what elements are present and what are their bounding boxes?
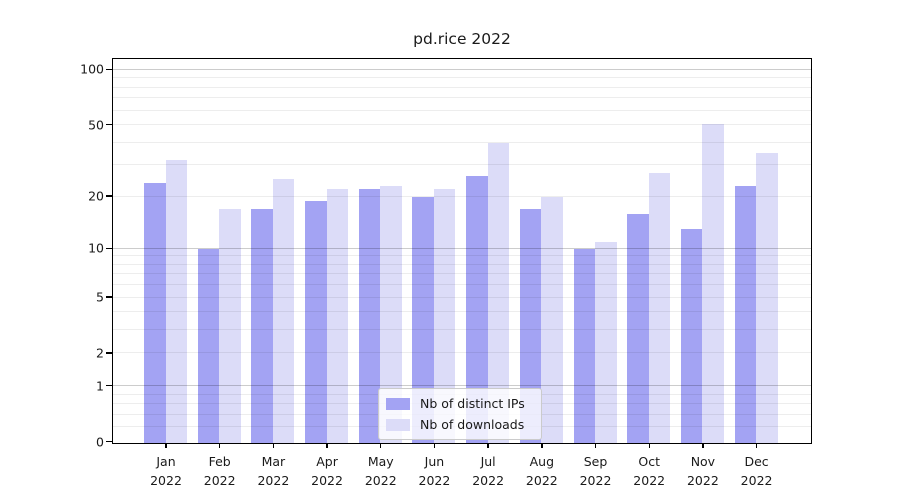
legend-swatch-distinct-ips xyxy=(386,397,410,410)
y-tick-mark xyxy=(106,296,112,298)
bar-distinct-ips xyxy=(466,176,488,443)
major-gridline xyxy=(113,68,811,70)
x-tick-mark xyxy=(433,444,436,448)
chart-title: pd.rice 2022 xyxy=(413,30,511,48)
bar-distinct-ips xyxy=(412,196,434,443)
major-gridline xyxy=(113,247,811,249)
minor-gridline xyxy=(113,329,811,331)
x-tick-mark xyxy=(541,444,543,448)
y-tick-mark xyxy=(106,247,112,249)
minor-gridline xyxy=(113,311,811,313)
minor-gridline xyxy=(113,352,811,354)
y-tick-mark xyxy=(106,384,112,387)
legend-label-downloads: Nb of downloads xyxy=(420,417,525,432)
bar-downloads xyxy=(380,185,402,443)
x-tick-mark xyxy=(702,444,704,448)
x-tick-mark xyxy=(755,444,758,448)
y-tick-label: 10 xyxy=(88,240,104,256)
minor-gridline xyxy=(113,164,811,166)
minor-gridline xyxy=(113,263,811,265)
bar-distinct-ips xyxy=(197,248,220,443)
minor-gridline xyxy=(113,109,811,111)
minor-gridline xyxy=(113,77,811,79)
x-tick-label: Sep 2022 xyxy=(579,454,612,488)
y-tick-label: 1 xyxy=(96,378,104,394)
x-tick-label: Aug 2022 xyxy=(525,454,558,488)
y-tick-mark xyxy=(106,195,112,197)
bar-downloads xyxy=(219,209,241,443)
x-tick-label: May 2022 xyxy=(364,454,397,488)
plot-area xyxy=(112,58,812,444)
x-tick-label: Feb 2022 xyxy=(203,454,236,488)
bar-distinct-ips xyxy=(251,209,273,443)
minor-gridline xyxy=(113,284,811,286)
y-tick-label: 50 xyxy=(88,117,104,133)
minor-gridline xyxy=(113,273,811,275)
bar-downloads xyxy=(433,189,456,443)
x-tick-mark xyxy=(594,444,597,448)
y-tick-mark xyxy=(106,440,112,443)
legend: Nb of distinct IPs Nb of downloads xyxy=(378,388,542,440)
x-tick-label: Apr 2022 xyxy=(311,454,343,488)
bar-downloads xyxy=(272,179,295,443)
bar-downloads xyxy=(487,142,510,443)
y-tick-label: 100 xyxy=(80,61,104,77)
y-tick-label: 20 xyxy=(88,188,104,204)
legend-label-distinct-ips: Nb of distinct IPs xyxy=(420,396,525,411)
x-tick-mark xyxy=(165,444,167,448)
minor-gridline xyxy=(113,124,811,126)
x-tick-label: Dec 2022 xyxy=(740,454,773,488)
minor-gridline xyxy=(113,255,811,257)
x-tick-label: Jul 2022 xyxy=(472,454,505,488)
y-tick-mark xyxy=(106,123,112,126)
x-tick-mark xyxy=(218,444,221,448)
x-tick-mark xyxy=(487,444,489,448)
bar-downloads xyxy=(702,123,724,443)
minor-gridline xyxy=(113,86,811,88)
bar-downloads xyxy=(541,196,563,443)
bar-distinct-ips xyxy=(519,209,542,443)
x-tick-label: Jun 2022 xyxy=(418,454,451,488)
y-tick-label: 0 xyxy=(96,434,104,449)
bar-distinct-ips xyxy=(627,213,649,443)
minor-gridline xyxy=(113,296,811,298)
bar-downloads xyxy=(648,173,671,443)
minor-gridline xyxy=(113,97,811,99)
bar-distinct-ips xyxy=(573,248,596,443)
minor-gridline xyxy=(113,195,811,197)
bar-distinct-ips xyxy=(734,185,757,443)
bar-downloads xyxy=(165,160,187,443)
major-gridline xyxy=(113,385,811,387)
y-tick-label: 5 xyxy=(96,289,104,305)
x-tick-mark xyxy=(648,444,650,448)
x-tick-label: Jan 2022 xyxy=(150,454,182,488)
bar-distinct-ips xyxy=(305,200,327,443)
bar-distinct-ips xyxy=(358,189,381,443)
x-tick-label: Nov 2022 xyxy=(686,454,719,488)
bar-distinct-ips xyxy=(680,229,703,443)
y-tick-mark xyxy=(106,68,112,71)
x-tick-mark xyxy=(326,444,328,448)
y-tick-label: 2 xyxy=(96,345,104,361)
x-tick-label: Oct 2022 xyxy=(633,454,666,488)
y-tick-mark xyxy=(106,352,112,354)
minor-gridline xyxy=(113,141,811,143)
bar-downloads xyxy=(756,153,778,443)
bar-downloads xyxy=(595,241,617,443)
bar-downloads xyxy=(326,189,349,443)
bar-distinct-ips xyxy=(144,182,166,443)
legend-item-downloads: Nb of downloads xyxy=(386,417,541,432)
legend-item-distinct-ips: Nb of distinct IPs xyxy=(386,396,541,411)
x-tick-mark xyxy=(380,444,382,448)
legend-swatch-downloads xyxy=(386,418,410,431)
x-tick-mark xyxy=(272,444,275,448)
x-tick-label: Mar 2022 xyxy=(257,454,290,488)
